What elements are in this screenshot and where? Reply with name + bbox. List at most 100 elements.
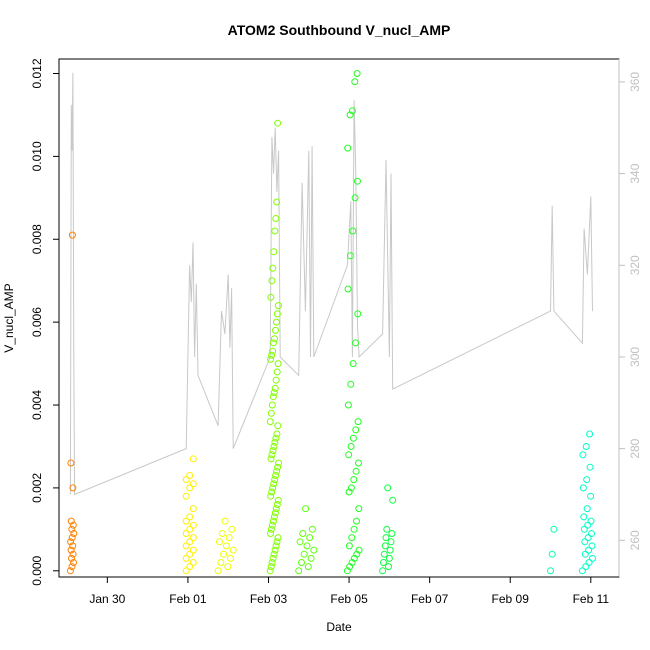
y2-tick-label: 260 [628, 530, 642, 550]
data-point [295, 567, 303, 575]
data-point [68, 534, 76, 542]
data-point [548, 550, 556, 558]
data-point [267, 525, 275, 533]
data-point [270, 513, 278, 521]
data-point [388, 530, 396, 537]
data-point [306, 534, 314, 542]
data-point [304, 563, 312, 571]
data-point [584, 521, 592, 529]
data-point [269, 517, 277, 525]
data-point [270, 550, 278, 558]
data-point [588, 530, 595, 537]
data-point [308, 525, 316, 533]
data-point [269, 393, 277, 401]
data-point [273, 538, 281, 546]
data-point [271, 476, 279, 484]
y2-tick-label: 280 [628, 438, 642, 458]
data-point [189, 534, 197, 542]
data-point [269, 554, 277, 562]
right-axis-line-series [69, 72, 593, 496]
data-point [189, 559, 197, 566]
y-tick-label: 0.000 [30, 555, 44, 585]
data-point [275, 459, 283, 467]
data-point [220, 550, 228, 558]
data-point [70, 559, 77, 566]
data-point [222, 542, 230, 550]
data-point [355, 546, 363, 554]
data-point [274, 119, 282, 127]
data-point [189, 455, 197, 463]
data-point [186, 513, 194, 521]
data-point [272, 376, 280, 384]
data-point [582, 443, 590, 450]
data-point [578, 567, 586, 575]
data-point [353, 70, 361, 77]
data-point [381, 542, 389, 550]
y2-tick-label: 300 [628, 347, 642, 367]
data-point [298, 559, 305, 566]
y2-tick-label: 360 [628, 72, 642, 92]
axes: 0.000 0.002 0.004 0.006 0.008 0.010 0.012 260 28… [30, 58, 642, 606]
data-point [182, 530, 190, 537]
x-tick-label: Feb 05 [330, 592, 368, 606]
data-point [583, 505, 591, 513]
data-point [267, 409, 275, 417]
data-point [354, 177, 361, 185]
data-point [343, 567, 351, 575]
data-point [269, 447, 277, 455]
data-point [585, 546, 593, 554]
data-point [273, 467, 281, 475]
data-point [379, 567, 387, 575]
data-point [353, 517, 360, 525]
data-point [581, 538, 589, 546]
data-point [346, 111, 354, 119]
data-point [346, 252, 354, 260]
y2-tick-label: 320 [628, 255, 642, 275]
data-point [189, 480, 197, 488]
data-point [273, 368, 281, 376]
data-point [67, 538, 75, 546]
data-point [182, 567, 190, 575]
data-point [579, 484, 587, 492]
data-point [225, 534, 233, 542]
data-point [387, 538, 395, 546]
data-point [182, 542, 190, 550]
data-point [269, 264, 277, 272]
data-point [347, 484, 355, 492]
data-point [355, 505, 363, 513]
data-point [273, 318, 280, 326]
data-point [272, 434, 280, 442]
data-point [227, 554, 234, 562]
data-point [69, 521, 77, 529]
y-tick-label: 0.006 [30, 307, 44, 337]
x-tick-label: Feb 01 [169, 592, 207, 606]
data-point [384, 484, 392, 492]
data-point [214, 567, 222, 575]
data-point [217, 559, 225, 566]
data-point [352, 467, 360, 475]
data-point [345, 542, 353, 550]
data-point [68, 231, 76, 239]
data-point [224, 563, 232, 571]
data-point [189, 505, 197, 513]
data-point [586, 463, 594, 471]
chart-title: ATOM2 Southbound V_nucl_AMP [228, 22, 451, 38]
data-point [70, 530, 78, 537]
data-point [273, 310, 281, 318]
data-point [348, 107, 356, 115]
data-point [272, 505, 280, 513]
data-point [351, 78, 359, 86]
data-point [182, 476, 190, 484]
data-point [268, 277, 276, 285]
data-point [271, 384, 279, 392]
data-point [550, 525, 558, 533]
data-point [270, 480, 278, 488]
y-tick-label: 0.002 [30, 473, 44, 503]
line-series [69, 72, 593, 496]
data-point [273, 430, 281, 438]
x-tick-label: Feb 09 [492, 592, 530, 606]
data-point [382, 534, 390, 542]
data-point [69, 550, 77, 558]
plot-frame [58, 58, 620, 578]
data-point [345, 488, 353, 496]
